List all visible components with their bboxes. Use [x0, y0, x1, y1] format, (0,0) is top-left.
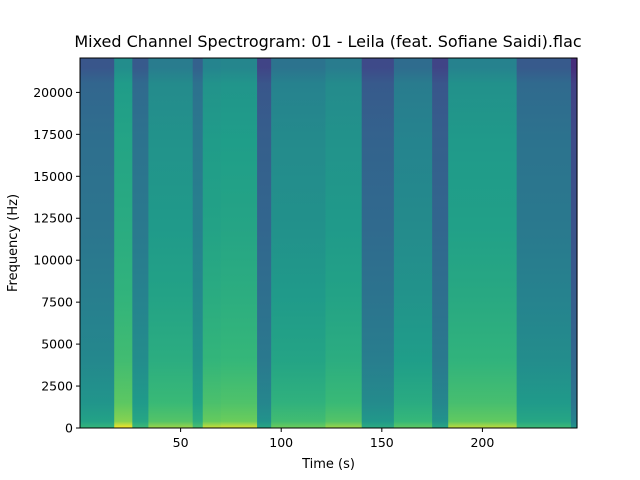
y-tick-label: 17500 — [33, 127, 73, 142]
y-tick-label: 2500 — [41, 379, 73, 394]
spectrogram-segment — [361, 58, 395, 428]
spectrogram-segment — [257, 58, 272, 428]
y-tick-label: 20000 — [33, 85, 73, 100]
spectrogram-segment — [80, 58, 115, 428]
y-axis-ticks: 0 2500 5000 7500 10000 12500 15000 17500 20000 — [33, 85, 80, 436]
spectrogram-segment — [570, 58, 578, 428]
chart-title: Mixed Channel Spectrogram: 01 - Leila (f… — [74, 32, 582, 51]
plot-frame — [79, 57, 578, 429]
spectrogram-segment — [148, 58, 194, 428]
spectrogram-segment — [202, 58, 222, 428]
spectrogram-cells — [80, 58, 578, 428]
x-tick-label: 200 — [470, 435, 494, 450]
spectrogram-segment — [132, 58, 150, 428]
spectrogram-segment — [220, 58, 258, 428]
x-tick-label: 150 — [370, 435, 394, 450]
y-tick-label: 12500 — [33, 211, 73, 226]
spectrogram-segment — [271, 58, 327, 428]
y-tick-label: 0 — [65, 421, 73, 436]
spectrogram-segment — [432, 58, 449, 428]
spectrogram-segment — [114, 58, 133, 428]
y-tick-label: 7500 — [41, 295, 73, 310]
y-tick-label: 15000 — [33, 169, 73, 184]
spectrogram-segment — [192, 58, 204, 428]
spectrogram-segment — [393, 58, 433, 428]
x-tick-label: 50 — [173, 435, 189, 450]
x-axis-label: Time (s) — [301, 457, 355, 472]
x-axis-ticks: 50 100 150 200 — [173, 428, 494, 450]
spectrogram-segment — [516, 58, 572, 428]
x-tick-label: 100 — [269, 435, 293, 450]
spectrogram-segment — [325, 58, 363, 428]
spectrogram-segment — [448, 58, 518, 428]
y-axis-label: Frequency (Hz) — [6, 194, 21, 292]
y-tick-label: 5000 — [41, 337, 73, 352]
y-tick-label: 10000 — [33, 253, 73, 268]
